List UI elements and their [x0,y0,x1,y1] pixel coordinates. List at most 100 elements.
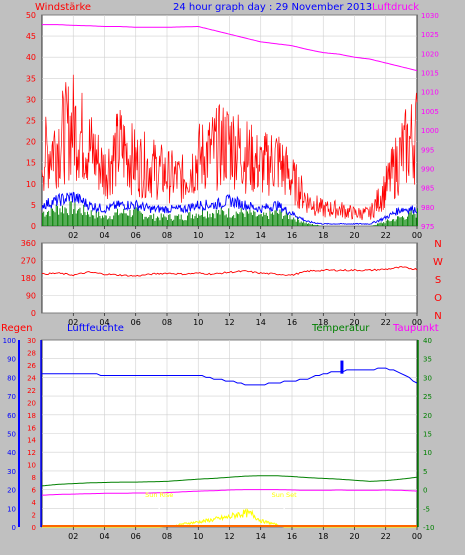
rain-y-tick-label: 26 [27,362,36,370]
wind-y-tick-label: 20 [26,138,36,147]
mean-wind-bar [80,213,82,226]
x-tick-label: 04 [99,532,109,541]
mean-wind-bar [108,218,110,226]
mean-wind-bar [299,222,301,226]
mean-wind-bar [59,208,61,226]
mean-wind-bar [53,210,55,226]
mean-wind-bar [377,223,378,226]
mean-wind-bar [199,215,201,226]
mean-wind-bar [60,212,62,226]
wind-y-tick-label: 5 [31,201,36,210]
humidity-y-tick-label: 90 [7,356,16,364]
x-tick-label: 10 [193,231,203,240]
mean-wind-bar [295,221,297,226]
mean-wind-bar [308,223,310,226]
mean-wind-bar [49,216,51,226]
mean-wind-bar [55,204,57,226]
humidity-line [42,367,418,386]
mean-wind-bar [87,211,88,226]
mean-wind-bar [394,221,396,226]
mean-wind-bar [168,214,170,226]
mean-wind-bar [317,224,318,226]
mean-wind-bar [154,220,156,226]
compass-label: N [434,239,441,250]
mean-wind-bar [249,209,251,226]
mean-wind-bar [278,213,280,226]
pressure-y-tick-label: 985 [421,185,434,193]
mean-wind-bar [228,208,230,226]
mean-wind-bar [132,215,133,226]
mean-wind-bar [178,214,180,226]
mean-wind-bar [63,213,65,226]
pressure-y-tick-label: 995 [421,146,434,154]
mean-wind-bar [102,215,103,226]
mean-wind-bar [165,217,167,226]
mean-wind-bar [107,219,108,226]
mean-wind-bar [259,214,261,226]
mean-wind-bar [129,209,131,226]
x-tick-label: 00 [412,231,422,240]
mean-wind-bar [389,221,391,226]
mean-wind-bar [94,218,96,226]
wind-axis-title: Windstärke [35,2,91,13]
temp-y-tick-label: 0 [423,487,427,495]
x-tick-label: 08 [162,231,172,240]
mean-wind-bar [138,209,140,226]
rain-y-tick-label: 8 [32,474,36,482]
direction-y-tick-label: 180 [21,274,36,283]
compass-label: O [434,293,442,304]
pressure-y-tick-label: 1015 [421,70,439,78]
direction-y-tick-label: 270 [21,257,36,266]
temp-y-tick-label: 30 [423,374,432,382]
mean-wind-bar [280,211,282,226]
temp-y-tick-label: 20 [423,412,432,420]
mean-wind-bar [224,215,226,226]
mean-wind-bar [314,224,316,226]
mean-wind-bar [273,214,275,226]
mean-wind-bar [42,212,43,226]
mean-wind-bar [404,219,406,226]
mean-wind-bar [48,210,50,226]
mean-wind-bar [155,218,157,226]
mean-wind-bar [245,208,247,226]
mean-wind-bar [134,208,136,226]
mean-wind-bar [240,208,242,226]
mean-wind-bar [93,215,95,226]
wind-line [41,191,418,225]
x-tick-label: 00 [412,532,422,541]
pressure-y-tick-label: 980 [421,204,434,212]
x-tick-label: 12 [224,318,234,327]
mean-wind-bar [260,213,262,226]
mean-wind-bar [392,219,393,226]
mean-wind-bar [123,208,125,226]
x-tick-label: 10 [193,532,203,541]
mean-wind-bar [399,217,401,226]
mean-wind-bar [205,218,207,226]
mean-wind-bar [112,219,113,226]
mean-wind-bar [82,215,83,226]
temp-y-tick-label: 15 [423,431,432,439]
pressure-line [42,24,418,72]
mean-wind-bar [137,208,138,226]
mean-wind-bar [219,214,221,226]
mean-wind-bar [293,217,295,226]
direction-y-tick-label: 90 [26,292,36,301]
humidity-y-tick-label: 10 [7,505,16,513]
mean-wind-bar [253,210,255,226]
mean-wind-bar [105,215,107,226]
mean-wind-bar [255,216,257,226]
mean-wind-bar [117,208,118,226]
mean-wind-bar [188,212,190,226]
humidity-y-tick-label: 30 [7,468,16,476]
mean-wind-bar [243,213,245,226]
mean-wind-bar [409,212,411,226]
mean-wind-bar [88,214,90,226]
humidity-y-tick-label: 80 [7,374,16,382]
mean-wind-bar [410,210,412,226]
mean-wind-bar [300,221,302,226]
mean-wind-bar [227,217,228,226]
mean-wind-bar [395,219,397,226]
mean-wind-bar [157,216,158,226]
mean-wind-bar [169,214,171,226]
mean-wind-bar [175,215,177,226]
